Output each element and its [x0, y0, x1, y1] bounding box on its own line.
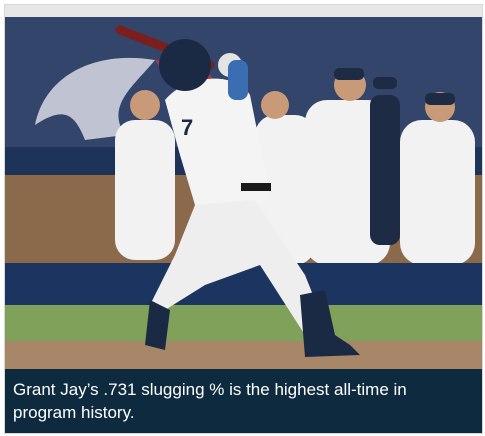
sky	[5, 5, 482, 17]
caption: Grant Jay’s .731 slugging % is the highe…	[13, 380, 407, 422]
logo-script	[35, 57, 155, 140]
caption-box: Grant Jay’s .731 slugging % is the highe…	[5, 369, 482, 433]
photo: 7	[5, 5, 482, 369]
figure: 7 Grant Jay’s .731 slugging % is the hig…	[4, 4, 483, 434]
grass	[5, 305, 482, 341]
batter: 7	[115, 25, 360, 357]
svg-text:7: 7	[181, 115, 193, 140]
dirt	[5, 341, 482, 369]
